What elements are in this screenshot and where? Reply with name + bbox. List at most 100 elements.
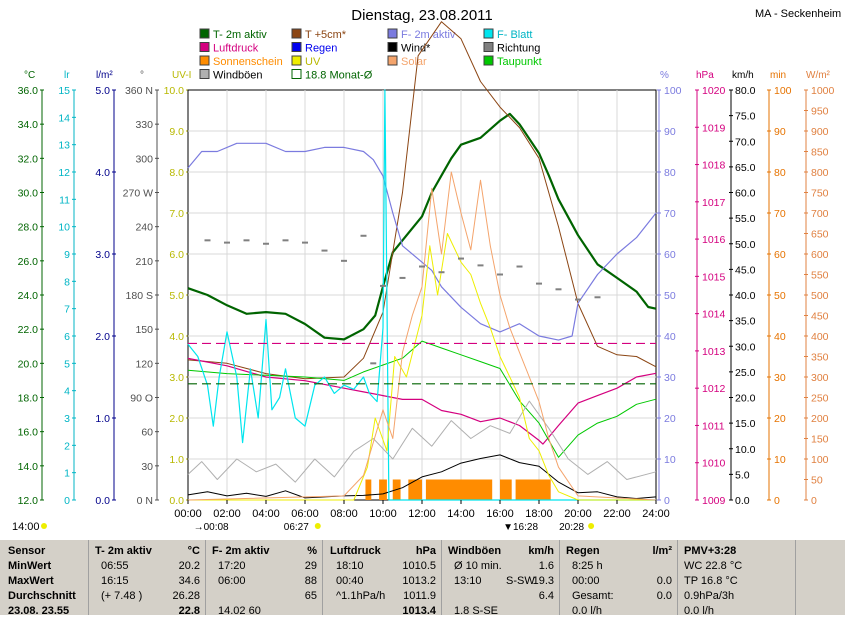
stats-value: 14.02 60 [218, 605, 261, 617]
legend-swatch [387, 28, 398, 39]
axis-tick-label: 0.0 [735, 495, 750, 507]
axis-unit: UV-I [172, 70, 191, 81]
axis-tick-label: 50 [811, 475, 823, 487]
axis-tick-label: 11 [59, 194, 70, 206]
legend-label: T- 2m aktiv [213, 29, 267, 41]
reference-lines [188, 342, 656, 385]
axis-tick-label: 70 [774, 208, 786, 220]
stats-row-label: MaxWert [8, 575, 54, 587]
weather-chart: Dienstag, 23.08.2011 MA - Seckenheim T- … [12, 7, 841, 533]
stats-value: 1011.9 [403, 590, 436, 602]
axis-tick-label: 4.0 [95, 167, 110, 179]
left-time-label: 14:00 [12, 521, 40, 533]
axis-tick-label: 10 [774, 454, 786, 466]
axis-tick-label: 250 [811, 393, 829, 405]
axis-tick-label: 900 [811, 126, 829, 138]
stats-time: Ø 10 min. [454, 560, 502, 572]
axis-tick-label: 26.0 [18, 256, 39, 268]
stats-value: 0.0 [656, 575, 672, 587]
wind-direction-mark [341, 259, 347, 262]
axis-tick-label: 35.0 [735, 316, 756, 328]
stats-value: 1.6 [538, 560, 554, 572]
axis-tick-label: 50 [774, 290, 786, 302]
stats-unit: hPa [415, 545, 436, 557]
sunshine-bar [500, 479, 512, 500]
axis-tick-label: 1012 [702, 383, 726, 395]
axis-tick-label: 1014 [702, 309, 726, 321]
axis-unit: lr [64, 70, 70, 81]
legend-label: T +5cm* [305, 29, 347, 41]
sunrise-label: 06:27 [284, 522, 309, 533]
legend-label: Sonnenschein [213, 56, 283, 68]
axis-tick-label: 1015 [702, 271, 726, 283]
sunset-label: 20:28 [559, 522, 584, 533]
x-tick-label: 20:00 [564, 508, 592, 520]
legend-label: 18.8 Monat-Ø [305, 70, 373, 82]
axis-tick-label: 80 [774, 167, 786, 179]
stats-separator [88, 540, 89, 615]
chart-axes: °C36.034.032.030.028.026.024.022.020.018… [18, 70, 835, 507]
axis-unit: km/h [732, 70, 754, 81]
axis-tick-label: 600 [811, 249, 829, 261]
x-tick-label: 24:00 [642, 508, 670, 520]
axis-tick-label: 70.0 [735, 136, 756, 148]
stats-pmv-column: PMV+3:28 WC 22.8 °C TP 16.8 °C 0.9hPa/3h… [684, 544, 790, 619]
legend-label: UV [305, 56, 321, 68]
axis-tick-label: 1017 [702, 197, 726, 209]
legend-swatch [387, 55, 398, 66]
stats-value: 29 [304, 560, 317, 572]
axis-tick-label: 0 [64, 495, 70, 507]
stats-row-label: MinWert [8, 560, 52, 572]
axis-tick-label: 1000 [811, 85, 835, 97]
axis-tick-label: 20 [664, 413, 676, 425]
axis-tick-label: 100 [774, 85, 792, 97]
axis-tick-label: 0.0 [169, 495, 184, 507]
axis-tick-label: 550 [811, 270, 829, 282]
axis-tick-label: 55.0 [735, 213, 756, 225]
x-axis: 00:00 02:00 04:00 06:00 08:00 10:00 12:00 14:00… [12, 500, 670, 533]
axis-tick-label: 500 [811, 290, 829, 302]
axis-tick-label: 18.0 [18, 393, 39, 405]
axis-tick-label: 15 [58, 85, 70, 97]
stats-value: 1013.4 [402, 605, 436, 617]
legend-label: Wind* [401, 43, 431, 55]
wind-direction-mark [204, 239, 211, 242]
wind-direction-mark [302, 241, 308, 244]
axis-tick-label: 2.0 [95, 331, 110, 343]
axis-tick-label: 80.0 [735, 85, 756, 97]
station-name: MA - Seckenheim [755, 8, 841, 20]
legend-swatch [291, 28, 302, 39]
axis-tick-label: 9 [64, 249, 70, 261]
x-tick-label: 08:00 [330, 508, 358, 520]
wind-direction-mark [536, 282, 542, 285]
series-line [187, 171, 657, 501]
stats-time: 16:15 [101, 575, 129, 587]
axis-tick-label: 40 [774, 331, 786, 343]
legend-label: F- Blatt [497, 29, 532, 41]
axis-tick-label: 20.0 [735, 393, 756, 405]
legend-label: Regen [305, 43, 337, 55]
series-line [187, 340, 657, 458]
stats-value: TP 16.8 °C [684, 575, 738, 587]
statistics-panel: Sensor MinWert MaxWert Durchschnitt 23.0… [0, 540, 845, 617]
axis-tick-label: 10.0 [164, 85, 185, 97]
axis-tick-label: 9.0 [169, 126, 184, 138]
axis-tick-label: 50.0 [735, 239, 756, 251]
axis-tick-label: 5.0 [169, 290, 184, 302]
x-tick-label: 12:00 [408, 508, 436, 520]
axis-tick-label: 4.0 [169, 331, 184, 343]
moonrise-label: →00:08 [194, 522, 229, 533]
axis-tick-label: 1.0 [169, 454, 184, 466]
chart-legend: T- 2m aktiv T +5cm* F- 2m aktiv F- Blatt Luf… [199, 28, 542, 82]
legend-swatch [483, 28, 494, 39]
wind-direction-mark [399, 276, 406, 279]
sunshine-bar [515, 479, 551, 500]
axis-tick-label: 40.0 [735, 290, 756, 302]
axis-tick-label: 90 O [130, 393, 153, 405]
sunshine-bars [365, 479, 551, 500]
stats-direction: S-SW [506, 575, 535, 587]
axis-unit: °C [24, 70, 35, 81]
wind-direction-mark [497, 273, 503, 276]
wind-direction-mark [594, 296, 601, 299]
axis-tick-label: 8 [64, 276, 70, 288]
